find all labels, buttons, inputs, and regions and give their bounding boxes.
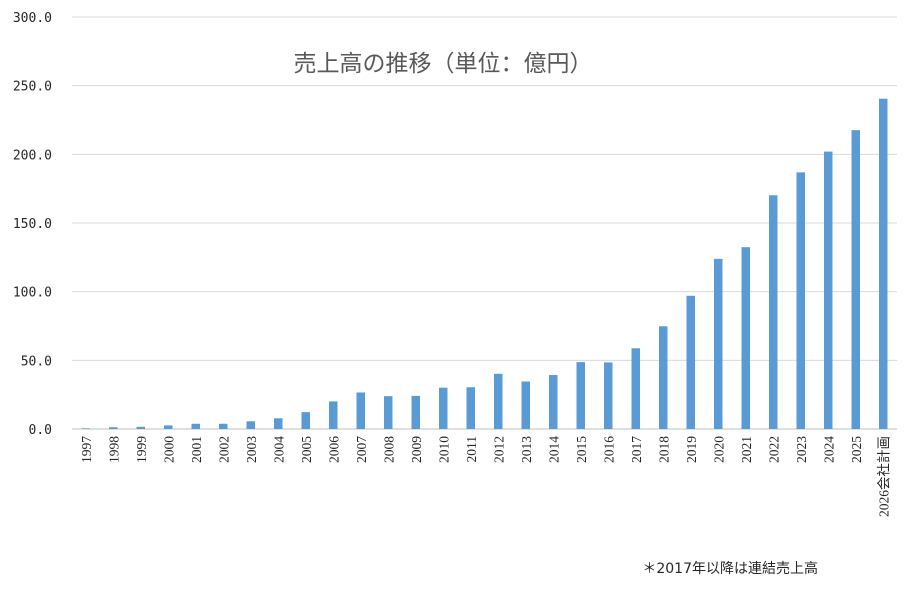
- bars: [81, 98, 888, 430]
- footnote: ＊2017年以降は連結売上高: [642, 560, 818, 577]
- bar: [246, 421, 255, 429]
- bar: [879, 98, 888, 430]
- bar: [741, 247, 750, 429]
- y-tick-label: 250.0: [13, 80, 52, 95]
- x-tick-label: 2026会社計画: [876, 436, 891, 517]
- x-tick-label: 2000: [161, 436, 176, 463]
- bar: [494, 373, 503, 429]
- x-tick-label: 2004: [271, 436, 286, 463]
- x-tick-label: 2007: [354, 436, 369, 463]
- gridlines: [72, 16, 897, 430]
- x-tick-label: 2022: [766, 436, 781, 463]
- bar: [274, 418, 283, 429]
- x-tick-label: 1998: [106, 436, 121, 463]
- y-tick-label: 200.0: [13, 148, 52, 163]
- bar: [411, 395, 420, 429]
- chart-title: 売上高の推移（単位：億円）: [294, 51, 593, 77]
- bar: [824, 151, 833, 429]
- bar: [604, 362, 613, 429]
- bar: [439, 387, 448, 429]
- x-tick-label: 2024: [821, 436, 836, 463]
- x-tick-label: 1999: [134, 436, 149, 463]
- bar: [521, 381, 530, 429]
- x-tick-label: 2023: [794, 436, 809, 463]
- bar: [576, 362, 585, 429]
- bar: [769, 195, 778, 429]
- bar: [384, 396, 393, 429]
- x-axis-ticks: 1997 1998 1999 2000 2001 2002 2003 2004 2005 2006…: [79, 436, 892, 517]
- x-tick-label: 2005: [299, 436, 314, 463]
- x-tick-label: 2018: [656, 436, 671, 463]
- x-tick-label: 2006: [326, 436, 341, 463]
- bar: [631, 348, 640, 429]
- x-tick-label: 1997: [79, 436, 94, 463]
- y-tick-label: 300.0: [13, 11, 52, 26]
- x-tick-label: 2009: [409, 436, 424, 463]
- x-tick-label: 2002: [216, 436, 231, 463]
- x-tick-label: 2021: [739, 436, 754, 463]
- bar: [851, 130, 860, 430]
- bar: [796, 172, 805, 429]
- bar: [686, 295, 695, 429]
- y-tick-label: 100.0: [13, 286, 52, 301]
- x-tick-label: 2012: [491, 436, 506, 463]
- x-tick-label: 2020: [711, 436, 726, 463]
- bar: [219, 423, 228, 429]
- bar: [356, 392, 365, 429]
- x-tick-label: 2011: [464, 436, 479, 463]
- x-tick-label: 2019: [684, 436, 699, 463]
- bar: [136, 426, 145, 429]
- x-tick-label: 2003: [244, 436, 259, 463]
- bar: [191, 423, 200, 429]
- bar: [301, 412, 310, 429]
- y-tick-label: 150.0: [13, 217, 52, 232]
- bar: [714, 258, 723, 429]
- y-axis-ticks: 0.0 50.0 100.0 150.0 200.0 250.0 300.0: [13, 11, 52, 438]
- bar: [81, 428, 90, 429]
- bar: [466, 387, 475, 429]
- x-tick-label: 2014: [546, 436, 561, 463]
- bar: [329, 401, 338, 429]
- bar: [109, 427, 118, 429]
- x-tick-label: 2013: [519, 436, 534, 463]
- y-tick-label: 50.0: [21, 354, 52, 369]
- x-tick-label: 2025: [849, 436, 864, 463]
- x-tick-label: 2016: [601, 436, 616, 463]
- x-tick-label: 2008: [381, 436, 396, 463]
- x-tick-label: 2017: [629, 436, 644, 463]
- bar: [164, 425, 173, 429]
- y-tick-label: 0.0: [29, 423, 52, 438]
- bar: [549, 375, 558, 429]
- bar: [659, 326, 668, 429]
- x-tick-label: 2001: [189, 436, 204, 463]
- x-tick-label: 2015: [574, 436, 589, 463]
- x-tick-label: 2010: [436, 436, 451, 463]
